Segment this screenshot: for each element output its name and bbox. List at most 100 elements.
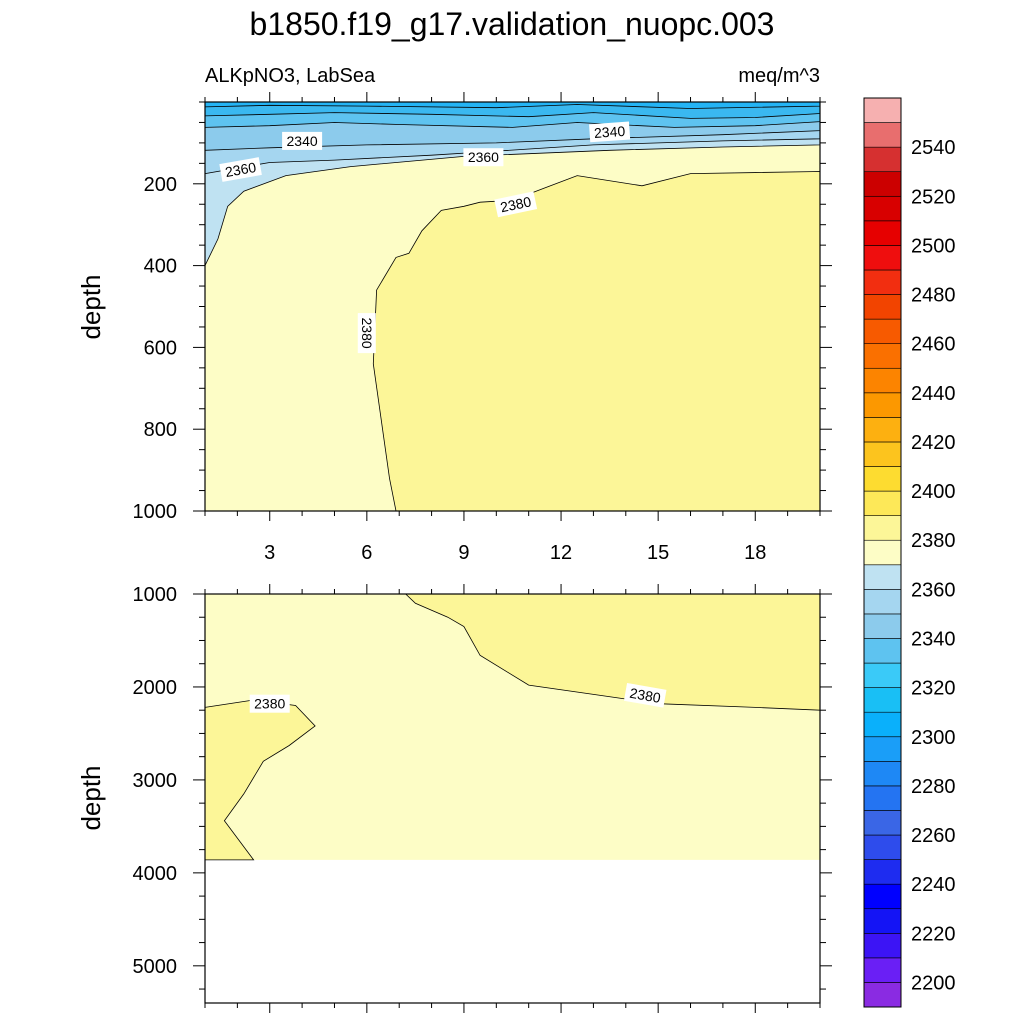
colorbar-swatch	[863, 441, 902, 467]
contour-label-text: 2360	[468, 149, 499, 165]
contour-label-text: 2340	[287, 133, 318, 149]
contour-label-text: 2380	[359, 318, 375, 349]
y-tick-label: 400	[144, 256, 177, 278]
colorbar-label: 2480	[911, 285, 956, 307]
upper-y-axis-title: depth	[76, 274, 106, 339]
lower-panel: depth 2380 2380 1000 2000 3000 4000 5000	[76, 584, 832, 1013]
y-tick-label: 200	[144, 174, 177, 196]
contour-label: 2360	[219, 157, 262, 182]
colorbar-label: 2540	[911, 137, 956, 159]
colorbar-swatch	[863, 466, 902, 492]
lower-contour-labels: 2380 2380	[249, 682, 667, 713]
colorbar-swatch	[863, 539, 902, 566]
x-tick-label: 15	[647, 542, 669, 564]
x-tick-label: 6	[361, 542, 372, 564]
colorbar-swatch	[863, 122, 902, 148]
colorbar-swatch	[863, 318, 902, 344]
colorbar-label: 2520	[911, 186, 956, 208]
colorbar-swatch	[863, 589, 902, 615]
contour-label-text: 2360	[224, 159, 258, 180]
colorbar-label: 2360	[911, 579, 956, 601]
colorbar-swatch	[863, 515, 902, 541]
colorbar-swatch	[863, 883, 902, 910]
contour-label: 2360	[463, 148, 504, 167]
contour-label: 2340	[282, 131, 323, 150]
colorbar-label: 2280	[911, 776, 956, 798]
colorbar-swatch	[863, 711, 902, 738]
colorbar-swatch	[863, 908, 902, 934]
colorbar-swatch	[863, 392, 902, 418]
y-tick-label: 600	[144, 337, 177, 359]
variable-label: ALKpNO3, LabSea	[205, 65, 376, 87]
colorbar-label: 2420	[911, 432, 956, 454]
upper-axis-ticks: 3 6 9 12 15 18 200 400 600 800 1000	[133, 92, 832, 564]
colorbar-swatch	[863, 687, 902, 713]
contour-label: 2380	[249, 694, 290, 713]
colorbar-swatch	[863, 564, 902, 590]
colorbar-swatch	[863, 761, 902, 787]
contour-label-text: 2380	[628, 685, 662, 706]
y-tick-label: 5000	[133, 956, 178, 978]
y-tick-label: 800	[144, 419, 177, 441]
x-tick-label: 9	[458, 542, 469, 564]
y-tick-label: 4000	[133, 863, 178, 885]
colorbar-swatch	[863, 662, 902, 688]
colorbar-label: 2220	[911, 923, 956, 945]
colorbar-swatch	[863, 785, 902, 811]
colorbar-swatch	[863, 490, 902, 516]
colorbar-swatch	[863, 97, 902, 123]
colorbar-swatch	[863, 834, 902, 860]
chart-title: b1850.f19_g17.validation_nuopc.003	[250, 6, 775, 42]
colorbar-swatch	[863, 146, 902, 173]
units-label: meq/m^3	[738, 65, 820, 87]
colorbar-label: 2340	[911, 629, 956, 651]
upper-panel: ALKpNO3, LabSea meq/m^3 depth 2340 234023…	[76, 65, 832, 564]
y-tick-label: 1000	[133, 584, 178, 606]
colorbar-swatch	[863, 171, 902, 197]
colorbar-label: 2200	[911, 972, 956, 994]
colorbar-swatch	[863, 810, 902, 836]
y-tick-label: 2000	[133, 677, 178, 699]
colorbar-swatch	[863, 859, 902, 885]
contour-label-text: 2380	[499, 193, 533, 215]
x-tick-label: 3	[264, 542, 275, 564]
colorbar-swatch	[863, 220, 902, 246]
colorbar-label: 2500	[911, 235, 956, 257]
colorbar-swatch	[863, 932, 902, 959]
colorbar-label: 2400	[911, 481, 956, 503]
lower-axis-ticks: 1000 2000 3000 4000 5000	[133, 584, 832, 1013]
colorbar-swatch	[863, 343, 902, 369]
colorbar-label: 2240	[911, 874, 956, 896]
colorbar-label: 2460	[911, 334, 956, 356]
contour-region	[372, 171, 821, 512]
colorbar-swatch	[863, 982, 902, 1008]
x-tick-label: 18	[744, 542, 766, 564]
y-tick-label: 1000	[133, 501, 178, 523]
contour-label: 2380	[623, 682, 667, 708]
colorbar-swatch	[863, 417, 902, 443]
colorbar-swatch	[863, 957, 902, 983]
x-tick-label: 12	[550, 542, 572, 564]
colorbar-label: 2300	[911, 727, 956, 749]
y-tick-label: 3000	[133, 770, 178, 792]
colorbar-swatch	[863, 195, 902, 222]
colorbar-swatch	[863, 638, 902, 664]
colorbar-swatch	[863, 367, 902, 394]
colorbar-label: 2440	[911, 383, 956, 405]
upper-contour-fills	[204, 101, 821, 512]
contour-label: 2340	[589, 121, 631, 143]
colorbar-label: 2260	[911, 825, 956, 847]
colorbar-label: 2320	[911, 678, 956, 700]
contour-label-text: 2340	[594, 123, 626, 141]
lower-y-axis-title: depth	[76, 765, 106, 830]
contour-label-text: 2380	[254, 696, 285, 712]
lower-contour-fills	[204, 593, 821, 861]
upper-contour-labels: 2340 2340 2360 2360 2380 2380	[219, 121, 631, 354]
colorbar-swatch	[863, 736, 902, 762]
contour-label: 2380	[357, 313, 376, 354]
colorbar-label: 2380	[911, 530, 956, 552]
colorbar-swatch	[863, 294, 902, 320]
lower-plot-frame	[204, 593, 821, 1004]
contour-label: 2380	[494, 191, 538, 218]
